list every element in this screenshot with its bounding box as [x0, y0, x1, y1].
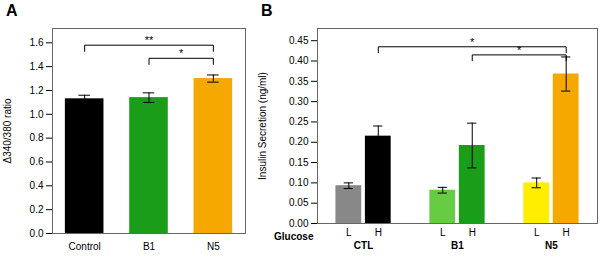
svg-text:N5: N5	[207, 241, 220, 252]
svg-text:0.30: 0.30	[289, 96, 309, 107]
svg-text:0.25: 0.25	[289, 116, 309, 127]
html-text:B: B	[261, 2, 273, 19]
svg-text:Glucose: Glucose	[274, 231, 314, 242]
svg-text:*: *	[470, 36, 475, 48]
svg-text:L: L	[440, 227, 446, 238]
svg-text:Δ340/380 ratio: Δ340/380 ratio	[2, 98, 13, 163]
svg-text:N5: N5	[545, 240, 558, 251]
svg-text:H: H	[563, 227, 570, 238]
svg-text:0.20: 0.20	[289, 136, 309, 147]
svg-text:H: H	[469, 227, 476, 238]
svg-text:B1: B1	[143, 241, 156, 252]
svg-text:0.6: 0.6	[30, 156, 44, 167]
svg-text:CTL: CTL	[354, 240, 373, 251]
svg-text:0.35: 0.35	[289, 76, 309, 87]
svg-text:0.45: 0.45	[289, 35, 309, 46]
svg-text:*: *	[517, 44, 522, 56]
svg-text:0.0: 0.0	[30, 228, 44, 239]
html-text:A: A	[6, 2, 18, 19]
svg-text:0.10: 0.10	[289, 177, 309, 188]
svg-text:0.40: 0.40	[289, 55, 309, 66]
svg-text:B1: B1	[451, 240, 464, 251]
svg-text:L: L	[534, 227, 540, 238]
svg-text:0.05: 0.05	[289, 197, 309, 208]
svg-text:1.6: 1.6	[30, 37, 44, 48]
svg-text:Control: Control	[69, 241, 101, 252]
svg-text:1.2: 1.2	[30, 85, 44, 96]
svg-text:**: **	[145, 34, 154, 46]
svg-text:0.15: 0.15	[289, 157, 309, 168]
svg-text:0.00: 0.00	[289, 218, 309, 229]
svg-text:0.8: 0.8	[30, 132, 44, 143]
svg-text:Insulin Secretion (ng/ml): Insulin Secretion (ng/ml)	[257, 72, 268, 180]
svg-text:0.2: 0.2	[30, 204, 44, 215]
svg-text:*: *	[179, 47, 184, 59]
svg-text:H: H	[375, 227, 382, 238]
svg-text:0.4: 0.4	[30, 180, 44, 191]
svg-text:1.0: 1.0	[30, 109, 44, 120]
svg-text:1.4: 1.4	[30, 61, 44, 72]
svg-text:L: L	[346, 227, 352, 238]
